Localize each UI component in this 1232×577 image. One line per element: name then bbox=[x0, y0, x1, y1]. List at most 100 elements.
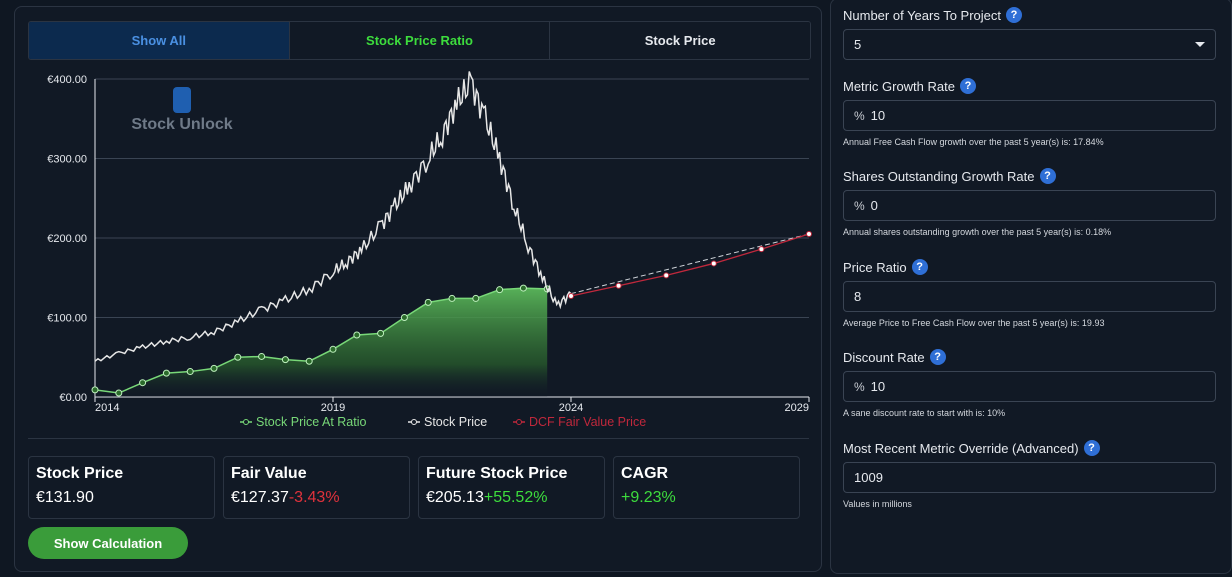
ratio-point bbox=[305, 357, 313, 365]
ratio-point bbox=[234, 353, 242, 361]
percent-prefix: % bbox=[854, 108, 865, 123]
card-value: +9.23% bbox=[621, 489, 792, 507]
help-icon[interactable]: ? bbox=[929, 349, 946, 365]
dcf-point bbox=[710, 260, 717, 267]
future-price-card: Future Stock Price €205.13+55.52% bbox=[418, 456, 605, 519]
y-tick-label: €0.00 bbox=[59, 392, 87, 404]
price-series-line bbox=[94, 71, 572, 362]
metric-override-input[interactable] bbox=[854, 470, 1154, 485]
dcf-point bbox=[758, 246, 765, 253]
settings-panel: Number of Years To Project? 5 Metric Gro… bbox=[830, 0, 1232, 574]
watermark-logo: Stock Unlock bbox=[131, 116, 232, 133]
metric-growth-input-box[interactable]: % bbox=[843, 100, 1216, 131]
card-title: Future Stock Price bbox=[426, 465, 568, 482]
ratio-point bbox=[139, 379, 147, 387]
chart-panel: Show All Stock Price Ratio Stock Price €… bbox=[14, 6, 822, 572]
help-icon[interactable]: ? bbox=[959, 78, 976, 94]
shares-growth-label: Shares Outstanding Growth Rate? bbox=[843, 167, 1217, 185]
help-icon[interactable]: ? bbox=[1006, 7, 1023, 23]
card-title: Stock Price bbox=[36, 465, 124, 482]
dcf-point bbox=[663, 272, 670, 279]
fair-value-value: €127.37 bbox=[231, 489, 289, 506]
metric-growth-help: Annual Free Cash Flow growth over the pa… bbox=[843, 137, 1104, 147]
dcf-series-line bbox=[570, 233, 810, 297]
metric-override-help: Values in millions bbox=[843, 499, 912, 509]
label-text: Shares Outstanding Growth Rate bbox=[843, 168, 1035, 184]
x-tick-label: 2014 bbox=[95, 402, 119, 414]
card-title: Fair Value bbox=[231, 465, 307, 482]
label-text: Discount Rate bbox=[843, 349, 925, 365]
stock-price-card: Stock Price €131.90 bbox=[28, 456, 215, 519]
discount-rate-input-box[interactable]: % bbox=[843, 371, 1216, 402]
logo-icon bbox=[173, 87, 191, 113]
ratio-point bbox=[377, 329, 385, 337]
ratio-point bbox=[472, 294, 480, 302]
metric-override-label: Most Recent Metric Override (Advanced)? bbox=[843, 439, 1217, 457]
select-value: 5 bbox=[854, 37, 862, 52]
ratio-series-line bbox=[94, 287, 548, 394]
legend-marker bbox=[411, 419, 417, 425]
tab-show-all[interactable]: Show All bbox=[29, 22, 290, 59]
x-tick-label: 2024 bbox=[559, 402, 583, 414]
metric-growth-input[interactable] bbox=[870, 108, 1171, 123]
ratio-point bbox=[400, 314, 408, 321]
future-price-change: +55.52% bbox=[483, 489, 548, 506]
years-select[interactable]: 5 bbox=[843, 29, 1216, 60]
legend-label: Stock Price bbox=[424, 415, 487, 429]
chevron-down-icon bbox=[1195, 42, 1205, 47]
ratio-point bbox=[210, 364, 218, 372]
label-text: Price Ratio bbox=[843, 259, 907, 275]
legend-label: DCF Fair Value Price bbox=[529, 415, 646, 429]
years-label: Number of Years To Project? bbox=[843, 6, 1217, 24]
dcf-point bbox=[568, 293, 574, 300]
discount-rate-help: A sane discount rate to start with is: 1… bbox=[843, 408, 1006, 418]
price-ratio-help: Average Price to Free Cash Flow over the… bbox=[843, 318, 1105, 328]
cagr-value: +9.23% bbox=[621, 489, 676, 506]
ratio-point bbox=[281, 356, 289, 364]
x-tick-label: 2019 bbox=[321, 402, 345, 414]
ratio-point bbox=[353, 331, 361, 339]
show-calculation-button[interactable]: Show Calculation bbox=[28, 527, 188, 559]
ratio-point bbox=[329, 345, 337, 353]
y-tick-label: €300.00 bbox=[47, 154, 87, 166]
price-ratio-group: Price Ratio? Average Price to Free Cash … bbox=[843, 258, 1217, 328]
ratio-point bbox=[496, 286, 504, 294]
price-ratio-label: Price Ratio? bbox=[843, 258, 1217, 276]
ratio-point bbox=[162, 369, 170, 377]
y-tick-label: €400.00 bbox=[47, 74, 87, 86]
y-tick-label: €200.00 bbox=[47, 233, 87, 245]
label-text: Number of Years To Project bbox=[843, 7, 1002, 23]
help-icon[interactable]: ? bbox=[1039, 168, 1056, 184]
card-title: CAGR bbox=[621, 465, 669, 482]
help-icon[interactable]: ? bbox=[1083, 440, 1100, 456]
legend-label: Stock Price At Ratio bbox=[256, 415, 367, 429]
stock-price-value: €131.90 bbox=[36, 489, 94, 506]
view-tabs: Show All Stock Price Ratio Stock Price bbox=[28, 21, 811, 60]
ratio-point bbox=[186, 368, 194, 376]
price-ratio-input[interactable] bbox=[854, 289, 1154, 304]
tab-stock-price-ratio[interactable]: Stock Price Ratio bbox=[289, 22, 551, 59]
ratio-point bbox=[448, 294, 456, 302]
metric-override-group: Most Recent Metric Override (Advanced)? … bbox=[843, 439, 1217, 509]
discount-rate-input[interactable] bbox=[870, 379, 1171, 394]
card-value: €127.37-3.43% bbox=[231, 489, 402, 507]
shares-growth-input-box[interactable]: % bbox=[843, 190, 1216, 221]
ratio-point bbox=[519, 284, 527, 292]
discount-rate-group: Discount Rate? % A sane discount rate to… bbox=[843, 348, 1217, 418]
percent-prefix: % bbox=[854, 198, 865, 213]
label-text: Most Recent Metric Override (Advanced) bbox=[843, 440, 1079, 456]
help-icon[interactable]: ? bbox=[911, 259, 928, 275]
price-ratio-input-box[interactable] bbox=[843, 281, 1216, 312]
metric-override-input-box[interactable] bbox=[843, 462, 1216, 493]
dcf-point bbox=[806, 231, 812, 238]
price-chart: €0.00 €100.00 €200.00 €300.00 €400.00 2014 201… bbox=[47, 71, 812, 429]
shares-growth-input[interactable] bbox=[870, 198, 1171, 213]
fair-value-card: Fair Value €127.37-3.43% bbox=[223, 456, 410, 519]
tab-stock-price[interactable]: Stock Price bbox=[550, 22, 810, 59]
discount-rate-label: Discount Rate? bbox=[843, 348, 1217, 366]
summary-cards: Stock Price €131.90 Fair Value €127.37-3… bbox=[28, 456, 800, 519]
projected-price-line bbox=[570, 233, 810, 295]
ratio-point bbox=[91, 386, 99, 394]
ratio-point bbox=[424, 298, 432, 306]
dcf-point bbox=[615, 282, 622, 289]
